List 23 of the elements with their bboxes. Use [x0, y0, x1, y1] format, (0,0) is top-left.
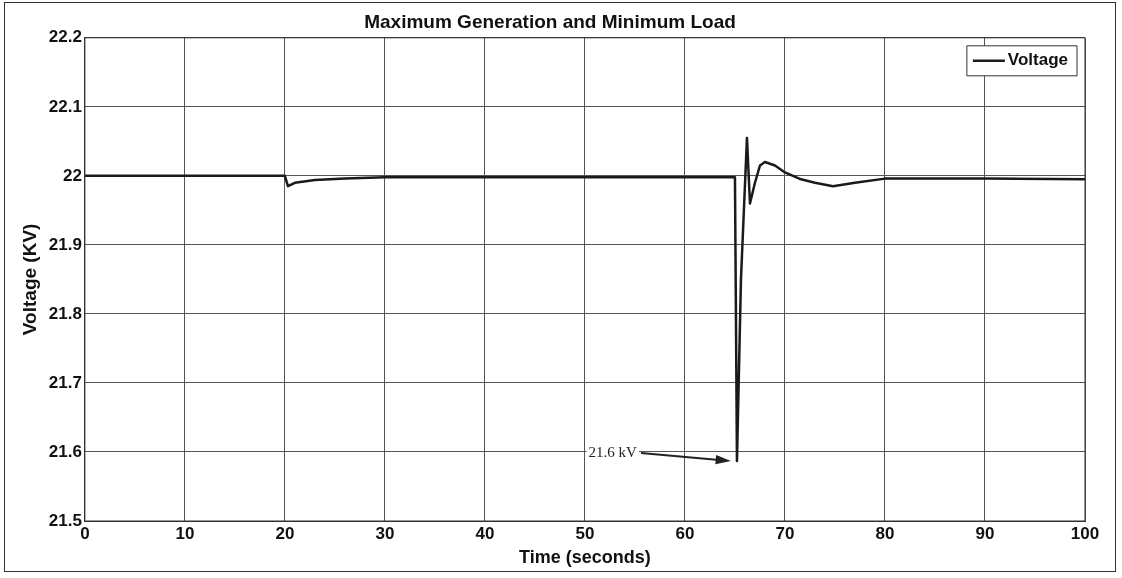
x-tick-label: 20: [275, 523, 295, 543]
x-tick-label: 90: [975, 523, 995, 543]
chart-title: Maximum Generation and Minimum Load: [364, 10, 736, 32]
y-axis-title: Voltage (KV): [18, 223, 40, 336]
annotation: 21.6 kV: [588, 443, 638, 460]
x-axis-title: Time (seconds): [519, 547, 651, 568]
y-tick-label: 21.6: [48, 441, 82, 461]
y-tick-label: 22.2: [48, 27, 82, 47]
y-tick-label: 21.7: [48, 372, 82, 392]
x-tick-label: 30: [375, 523, 395, 543]
x-tick-label: 100: [1070, 523, 1100, 543]
y-tick-label: 21.9: [48, 234, 82, 254]
y-tick-label: 22.1: [48, 96, 82, 116]
legend-label: Voltage: [1007, 50, 1068, 70]
y-tick-label: 22: [62, 165, 82, 185]
x-tick-label: 80: [875, 523, 895, 543]
x-tick-label: 70: [775, 523, 795, 543]
x-tick-label: 60: [675, 523, 695, 543]
x-tick-label: 50: [575, 523, 595, 543]
y-tick-label: 21.5: [48, 510, 82, 530]
x-tick-label: 40: [475, 523, 495, 543]
y-tick-label: 21.8: [48, 303, 82, 323]
x-tick-label: 10: [175, 523, 195, 543]
